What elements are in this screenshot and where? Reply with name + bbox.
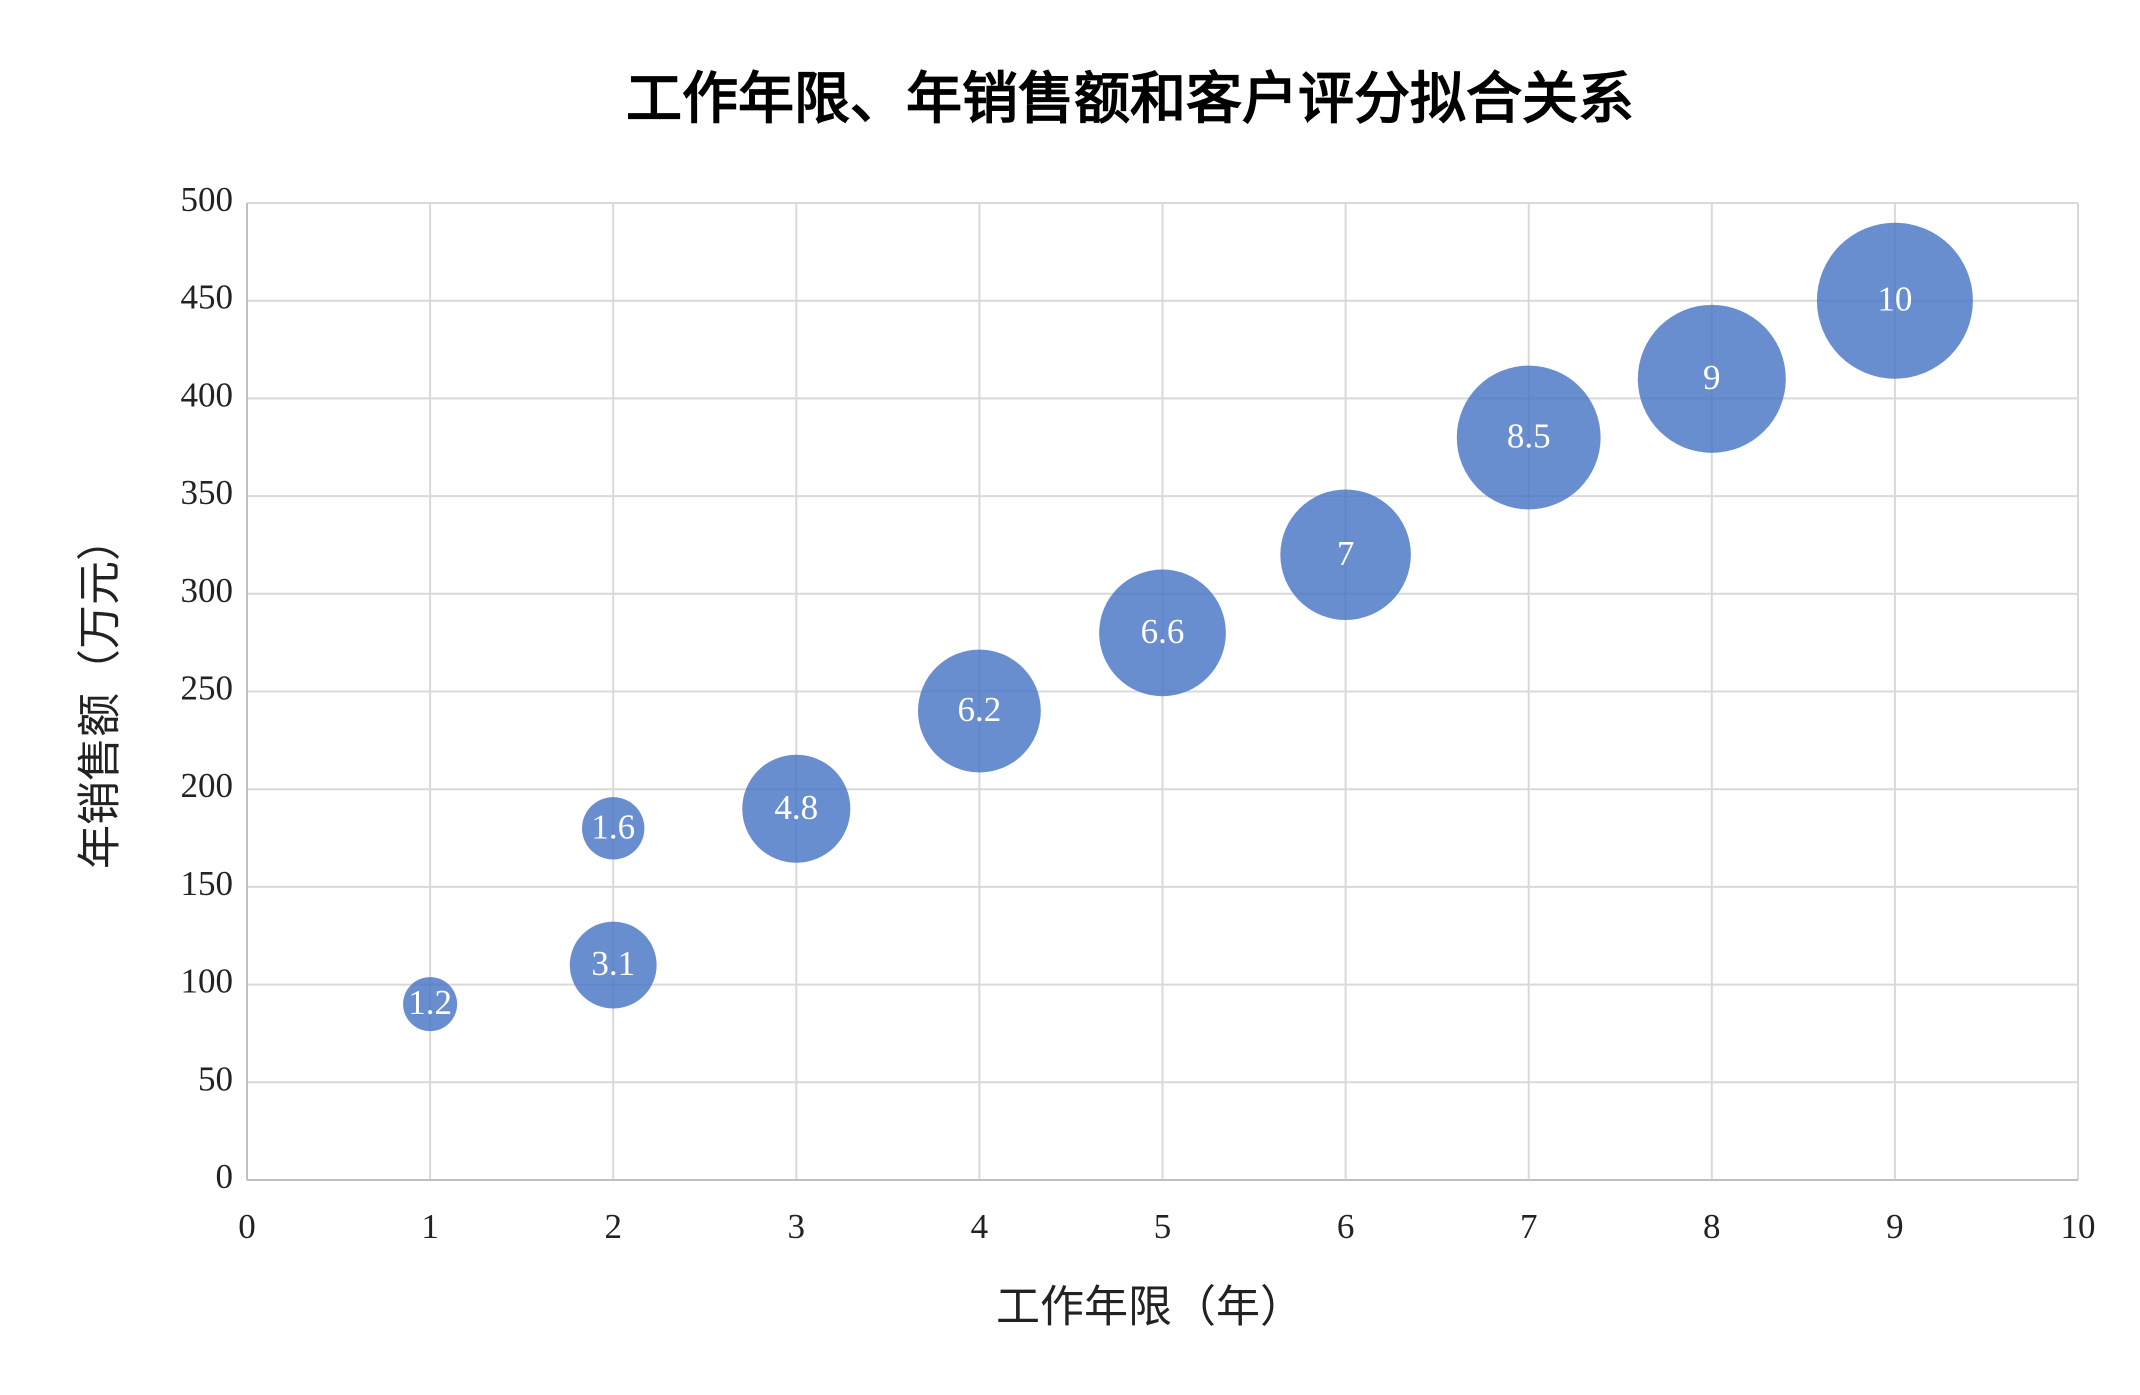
y-tick-label: 450 xyxy=(181,278,234,317)
bubble-label: 3.1 xyxy=(591,944,635,983)
x-tick-label: 1 xyxy=(421,1207,439,1246)
x-tick-label: 6 xyxy=(1337,1207,1355,1246)
x-tick-label: 7 xyxy=(1520,1207,1538,1246)
x-tick-label: 4 xyxy=(971,1207,989,1246)
bubble xyxy=(569,921,657,1009)
bubble xyxy=(742,754,851,863)
y-tick-label: 400 xyxy=(181,375,234,414)
x-axis-label: 工作年限（年） xyxy=(996,1283,1304,1332)
x-tick-label: 2 xyxy=(604,1207,622,1246)
x-tick-label: 9 xyxy=(1886,1207,1904,1246)
y-tick-label: 200 xyxy=(181,766,234,805)
x-tick-label: 5 xyxy=(1154,1207,1172,1246)
bubble xyxy=(1637,304,1786,453)
x-tick-label: 8 xyxy=(1703,1207,1721,1246)
bubble-label: 1.6 xyxy=(591,807,635,846)
y-tick-label: 500 xyxy=(181,180,234,219)
x-tick-label: 3 xyxy=(788,1207,806,1246)
y-tick-label: 50 xyxy=(198,1059,233,1098)
bubble xyxy=(1816,222,1973,379)
y-tick-label: 150 xyxy=(181,864,234,903)
bubble xyxy=(1099,569,1226,697)
x-tick-label: 10 xyxy=(2061,1207,2096,1246)
y-tick-label: 0 xyxy=(216,1157,234,1196)
bubble xyxy=(582,797,645,860)
y-tick-label: 350 xyxy=(181,473,234,512)
bubble xyxy=(1280,489,1411,620)
bubble-label: 1.2 xyxy=(408,983,452,1022)
y-tick-label: 100 xyxy=(181,962,234,1001)
y-tick-label: 300 xyxy=(181,571,234,610)
x-tick-label: 0 xyxy=(238,1207,256,1246)
bubble-label: 10 xyxy=(1877,280,1912,319)
bubble xyxy=(403,977,458,1032)
bubble-label: 8.5 xyxy=(1507,417,1551,456)
y-axis-label: 年销售额（万元） xyxy=(76,517,125,869)
bubble-label: 6.2 xyxy=(958,690,1002,729)
bubble-label: 9 xyxy=(1703,358,1721,397)
bubble-label: 4.8 xyxy=(774,788,818,827)
y-tick-label: 250 xyxy=(181,669,234,708)
chart-title: 工作年限、年销售额和客户评分拟合关系 xyxy=(626,67,1634,130)
bubble-label: 6.6 xyxy=(1141,612,1185,651)
bubble xyxy=(1456,365,1601,510)
bubble-label: 7 xyxy=(1337,534,1355,573)
bubble xyxy=(917,649,1041,773)
